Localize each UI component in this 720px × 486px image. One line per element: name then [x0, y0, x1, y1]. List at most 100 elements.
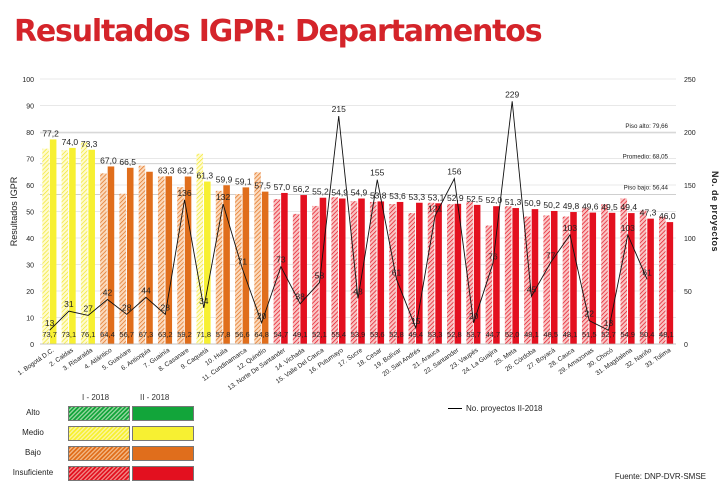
data-label-i-2018: 53,7 [466, 330, 481, 339]
bar-i-2018 [466, 201, 473, 344]
bar-ii-2018 [454, 203, 462, 344]
bar-i-2018 [620, 198, 628, 344]
data-label-i-2018: 67,3 [139, 330, 154, 339]
projects-point-label: 20 [257, 311, 267, 321]
legend-swatch-alto-solid [132, 406, 194, 421]
data-label-i-2018: 53,6 [370, 330, 385, 339]
bar-i-2018 [485, 225, 493, 344]
bar-ii-2018 [628, 213, 635, 344]
y-tick-label: 80 [26, 130, 34, 137]
line-legend-label: No. proyectos II-2018 [466, 404, 543, 413]
data-label-i-2018: 76,1 [81, 330, 96, 339]
projects-point-label: 20 [469, 311, 479, 321]
bar-ii-2018 [165, 176, 173, 344]
bar-i-2018 [215, 190, 223, 344]
projects-point-label: 13 [604, 318, 614, 328]
data-label-ii-2018: 49,8 [563, 201, 580, 211]
data-label-ii-2018: 73,3 [81, 139, 98, 149]
bar-i-2018 [581, 207, 589, 344]
data-label-ii-2018: 49,6 [582, 202, 599, 212]
legend-swatch-medio-solid [132, 426, 194, 441]
bar-i-2018 [408, 213, 416, 344]
bar-ii-2018 [300, 195, 307, 344]
data-label-i-2018: 71,8 [197, 330, 212, 339]
legend-swatch-bajo-solid [132, 446, 194, 461]
data-label-ii-2018: 49,4 [621, 202, 638, 212]
bar-ii-2018 [570, 212, 577, 344]
legend-swatch-medio-hatch [68, 426, 130, 441]
bar-ii-2018 [223, 185, 230, 344]
projects-point-label: 27 [83, 303, 93, 313]
bar-i-2018 [659, 216, 666, 344]
bar-ii-2018 [319, 197, 327, 344]
data-label-ii-2018: 46,0 [659, 211, 676, 221]
data-label-i-2018: 57,8 [216, 330, 231, 339]
data-label-ii-2018: 52,9 [447, 193, 464, 203]
data-label-i-2018: 52,8 [389, 330, 404, 339]
bar-ii-2018 [261, 191, 269, 344]
bar-ii-2018 [493, 206, 500, 344]
data-label-ii-2018: 49,5 [601, 202, 618, 212]
data-label-i-2018: 55,4 [331, 330, 346, 339]
projects-point-label: 132 [216, 192, 230, 202]
data-label-i-2018: 52,0 [505, 330, 520, 339]
data-label-ii-2018: 59,1 [235, 176, 252, 186]
projects-point-label: 77 [546, 250, 556, 260]
data-label-i-2018: 52,8 [447, 330, 462, 339]
data-label-i-2018: 50,4 [640, 330, 655, 339]
data-label-i-2018: 64,4 [100, 330, 115, 339]
y-tick-label: 90 [26, 104, 34, 111]
source-note: Fuente: DNP-DVR-SMSE [614, 472, 706, 481]
data-label-i-2018: 59,2 [177, 330, 192, 339]
bar-i-2018 [273, 199, 281, 344]
projects-point-label: 38 [295, 292, 305, 302]
data-label-ii-2018: 74,0 [62, 137, 79, 147]
bar-ii-2018 [88, 149, 95, 344]
data-label-ii-2018: 63,3 [158, 165, 175, 175]
data-label-ii-2018: 59,9 [216, 174, 233, 184]
bar-i-2018 [138, 165, 146, 344]
bar-ii-2018 [512, 208, 519, 344]
bar-i-2018 [331, 197, 338, 344]
grid-lines [40, 78, 676, 345]
threshold-label: Piso alto: 79,66 [625, 123, 668, 130]
threshold-lines: Piso alto: 79,66 Promedio: 68,05 Piso bajo… [40, 123, 676, 195]
data-label-ii-2018: 50,9 [524, 198, 541, 208]
bar-ii-2018 [126, 167, 134, 344]
y-tick-label: 20 [26, 289, 34, 296]
y2-tick-label: 200 [684, 130, 696, 137]
legend-col2-header: II - 2018 [140, 393, 170, 402]
data-label-ii-2018: 66,5 [119, 157, 136, 167]
bar-i-2018 [254, 172, 261, 344]
data-label-i-2018: 49,1 [293, 330, 308, 339]
legend-row-insuficiente: Insuficiente [0, 464, 200, 484]
y-axis-title: Resultados IGPR [9, 176, 19, 246]
data-label-ii-2018: 63,2 [177, 166, 194, 176]
data-label-ii-2018: 52,0 [486, 195, 503, 205]
bar-i-2018 [639, 210, 647, 344]
bar-i-2018 [447, 204, 454, 344]
color-legend: I - 2018 II - 2018 Alto Medio Bajo Insuf… [0, 390, 200, 486]
data-label-ii-2018: 50,2 [543, 200, 560, 210]
bars [42, 139, 674, 344]
y2-tick-label: 250 [684, 77, 696, 84]
projects-point-label: 15 [411, 316, 421, 326]
y2-tick-label: 150 [684, 183, 696, 190]
data-label-ii-2018: 53,3 [409, 192, 426, 202]
data-label-i-2018: 73,7 [42, 330, 57, 339]
bar-i-2018 [292, 213, 300, 344]
data-label-ii-2018: 77,2 [42, 128, 59, 138]
data-label-i-2018: 48,1 [563, 330, 578, 339]
bar-ii-2018 [531, 209, 539, 344]
bar-i-2018 [524, 216, 531, 344]
bar-ii-2018 [358, 198, 365, 344]
bar-i-2018 [100, 173, 107, 344]
data-label-i-2018: 56,6 [235, 330, 250, 339]
y-tick-label: 60 [26, 183, 34, 190]
data-label-i-2018: 52,1 [312, 330, 327, 339]
bar-ii-2018 [146, 171, 153, 344]
data-labels: 73,7 77,2 73,1 74,0 76,1 73,3 64,4 67,0 56,7 66,5… [42, 128, 676, 339]
bar-ii-2018 [242, 187, 250, 344]
legend-swatch-bajo-hatch [68, 446, 130, 461]
bar-ii-2018 [647, 218, 654, 344]
